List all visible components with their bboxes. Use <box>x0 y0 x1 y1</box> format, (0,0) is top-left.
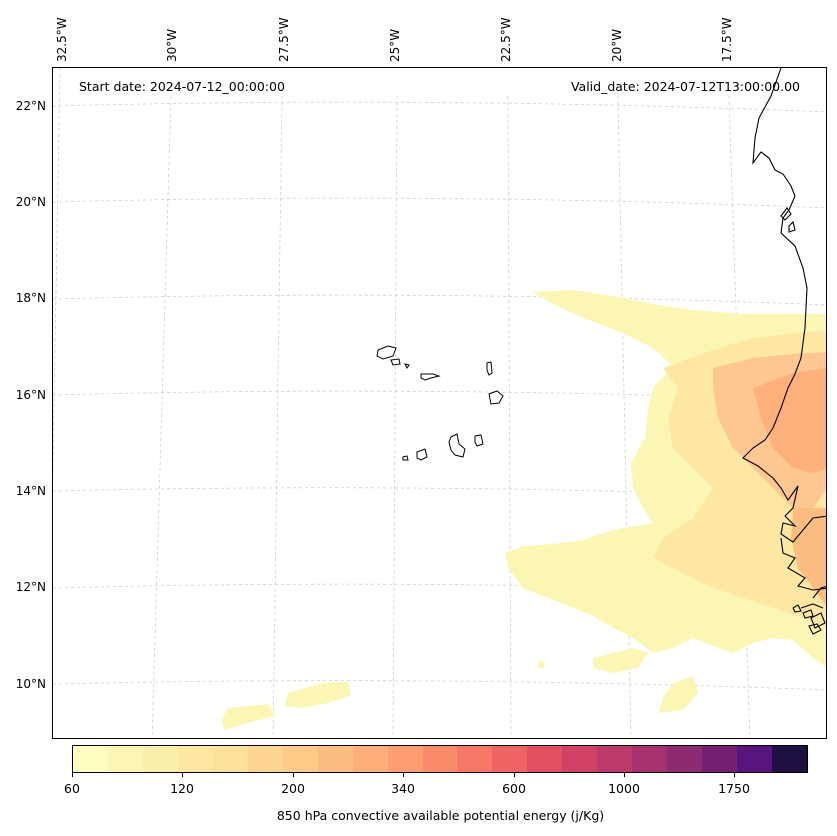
colorbar-tick-mark <box>72 773 73 777</box>
colorbar-tick-mark <box>624 773 625 777</box>
start-date-label: Start date: 2024-07-12_00:00:00 <box>79 79 285 94</box>
colorbar-segment <box>737 746 773 772</box>
colorbar-tick-label: 60 <box>64 781 80 796</box>
island-santo-antao <box>376 345 397 360</box>
latitude-label: 10°N <box>15 677 46 691</box>
cape-patch-4 <box>221 704 275 730</box>
colorbar-segment <box>177 746 213 772</box>
colorbar-tick-label: 600 <box>502 781 526 796</box>
cape-field <box>221 290 826 730</box>
map-frame[interactable]: Start date: 2024-07-12_00:00:00 Valid_da… <box>52 67 827 739</box>
colorbar-segment <box>422 746 458 772</box>
colorbar-tick-mark <box>514 773 515 777</box>
latitude-label: 22°N <box>15 99 46 113</box>
longitude-label: 32.5°W <box>55 17 69 62</box>
colorbar-segment <box>107 746 143 772</box>
colorbar-tick-mark <box>293 773 294 777</box>
colorbar-tick-mark <box>403 773 404 777</box>
longitude-label: 20°W <box>610 28 624 62</box>
cape-patch-5 <box>538 660 545 669</box>
colorbar-segment <box>457 746 493 772</box>
meridian-30w <box>151 95 172 738</box>
colorbar-segment <box>247 746 283 772</box>
island-sal <box>486 361 493 376</box>
longitude-label: 17.5°W <box>720 17 734 62</box>
cape-patch-1 <box>593 648 648 673</box>
colorbar <box>72 745 808 773</box>
colorbar-segment <box>317 746 353 772</box>
cape-patch-2 <box>658 676 698 713</box>
cape-patch-3 <box>285 682 351 708</box>
meridian-20w <box>617 95 632 738</box>
island-santiago <box>448 433 466 458</box>
latitude-label: 12°N <box>15 580 46 594</box>
colorbar-segment <box>73 746 108 772</box>
island-santa-luzia <box>404 363 410 369</box>
longitude-label: 25°W <box>388 28 402 62</box>
island-sao-nicolau <box>420 373 441 381</box>
coastal-islands-2 <box>788 220 796 233</box>
colorbar-segment <box>632 746 668 772</box>
meridian-27-5w <box>272 95 283 738</box>
colorbar-segment <box>772 746 808 772</box>
colorbar-tick-mark <box>734 773 735 777</box>
longitude-label: 27.5°W <box>277 17 291 62</box>
colorbar-segment <box>702 746 738 772</box>
coastlines <box>742 68 826 635</box>
colorbar-segment <box>562 746 598 772</box>
map-canvas <box>53 68 826 738</box>
cape-verde-islands <box>376 345 504 461</box>
parallel-18n <box>53 294 826 306</box>
parallel-22n <box>53 101 826 113</box>
latitude-label: 14°N <box>15 484 46 498</box>
island-maio <box>474 434 484 447</box>
west-africa-coast <box>742 68 826 543</box>
colorbar-title: 850 hPa convective available potential e… <box>276 808 605 823</box>
longitude-label: 30°W <box>165 28 179 62</box>
colorbar-tick-label: 1000 <box>608 781 640 796</box>
colorbar-tick-label: 1750 <box>718 781 750 796</box>
colorbar-tick-label: 120 <box>170 781 194 796</box>
colorbar-segment <box>282 746 318 772</box>
latitude-label: 20°N <box>15 195 46 209</box>
colorbar-segment <box>142 746 178 772</box>
valid-date-label: Valid_date: 2024-07-12T13:00:00.00 <box>570 79 800 94</box>
meridian-25w <box>392 95 398 738</box>
coastal-islands-1 <box>780 207 792 221</box>
colorbar-segment <box>667 746 703 772</box>
colorbar-tick-label: 340 <box>391 781 415 796</box>
colorbar-tick-label: 200 <box>281 781 305 796</box>
cape-contour-peak <box>753 368 826 473</box>
coast-south-1 <box>780 537 826 591</box>
colorbar-segment <box>492 746 528 772</box>
meridian-22-5w <box>507 95 512 738</box>
island-boa-vista <box>488 390 504 405</box>
meridian-32-5w <box>53 68 61 483</box>
latitude-label: 16°N <box>15 388 46 402</box>
longitude-label: 22.5°W <box>499 17 513 62</box>
island-sao-vicente <box>390 358 401 366</box>
bijagos-islands <box>792 604 822 635</box>
parallel-10n <box>53 680 826 691</box>
colorbar-segment <box>212 746 248 772</box>
colorbar-segment <box>387 746 423 772</box>
latitude-label: 18°N <box>15 291 46 305</box>
island-fogo <box>416 448 428 461</box>
island-brava <box>402 455 409 461</box>
colorbar-segment <box>597 746 633 772</box>
colorbar-tick-mark <box>182 773 183 777</box>
cape-contour-south <box>791 508 826 606</box>
colorbar-segment <box>527 746 563 772</box>
colorbar-segment <box>352 746 388 772</box>
parallel-20n <box>53 197 826 209</box>
